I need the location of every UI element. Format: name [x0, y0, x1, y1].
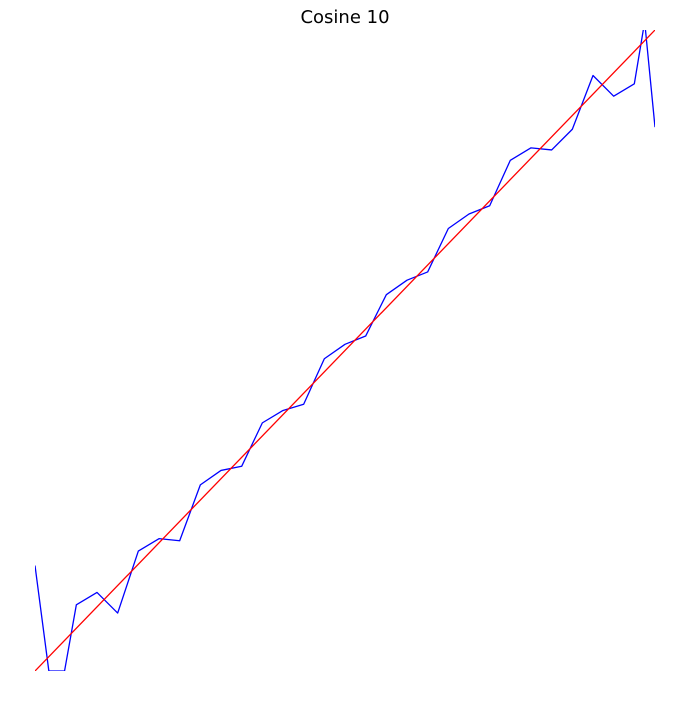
chart-title: Cosine 10: [300, 7, 390, 28]
series-group: [35, 30, 655, 671]
signal-line: [35, 30, 655, 671]
fit-line: [35, 30, 655, 671]
